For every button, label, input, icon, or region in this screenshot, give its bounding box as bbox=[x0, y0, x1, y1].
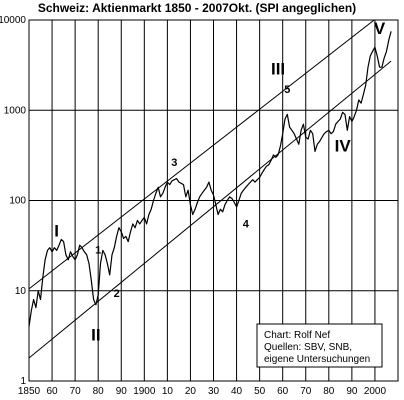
wave-label: 1 bbox=[95, 244, 101, 256]
x-tick-label: 60 bbox=[47, 386, 59, 397]
x-tick-label: 1850 bbox=[18, 386, 41, 397]
channel-upper-line bbox=[29, 20, 375, 290]
series-line bbox=[29, 31, 392, 327]
trend-channel bbox=[29, 20, 392, 359]
wave-label: 2 bbox=[114, 288, 120, 300]
x-tick-label: 1900 bbox=[133, 386, 156, 397]
x-axis-labels: 1850 60 70 80 90 1900 10 20 30 40 50 60 70 80 90 2000 bbox=[18, 386, 387, 397]
chart-title: Schweiz: Aktienmarkt 1850 - 2007Okt. (SP… bbox=[38, 1, 356, 15]
wave-label: III bbox=[271, 59, 285, 78]
source-note: Chart: Rolf Nef Quellen: SBV, SNB, eigen… bbox=[256, 323, 383, 368]
x-tick-label: 60 bbox=[277, 386, 289, 397]
source-note-box bbox=[256, 323, 383, 368]
x-tick-label: 40 bbox=[231, 386, 243, 397]
x-tick-label: 90 bbox=[116, 386, 128, 397]
x-tick-label: 90 bbox=[346, 386, 358, 397]
y-tick-label: 1 bbox=[20, 376, 26, 387]
x-tick-label: 80 bbox=[323, 386, 335, 397]
y-axis-labels: 10000 1000 100 10 1 bbox=[0, 15, 26, 387]
x-tick-label: 50 bbox=[254, 386, 266, 397]
wave-label: V bbox=[374, 19, 386, 38]
y-tick-label: 10 bbox=[15, 286, 27, 297]
annotations: I 1 II 2 3 4 III 5 IV V bbox=[54, 19, 386, 345]
source-note-line-1: Chart: Rolf Nef bbox=[264, 330, 330, 341]
x-tick-label: 30 bbox=[208, 386, 220, 397]
source-note-line-2: Quellen: SBV, SNB, bbox=[264, 342, 352, 353]
x-tick-label: 70 bbox=[300, 386, 312, 397]
wave-label: I bbox=[54, 221, 59, 240]
y-tick-label: 10000 bbox=[0, 15, 26, 26]
grid bbox=[28, 19, 399, 382]
wave-label: IV bbox=[335, 136, 352, 155]
wave-label: II bbox=[91, 326, 100, 345]
y-tick-label: 100 bbox=[9, 196, 26, 207]
wave-label: 5 bbox=[284, 84, 290, 96]
x-tick-label: 70 bbox=[70, 386, 82, 397]
wave-label: 3 bbox=[171, 157, 177, 169]
series bbox=[29, 31, 392, 327]
channel-lower-line bbox=[29, 60, 392, 359]
x-tick-label: 2000 bbox=[364, 386, 387, 397]
x-tick-label: 80 bbox=[93, 386, 105, 397]
wave-label: 4 bbox=[243, 219, 250, 231]
x-tick-label: 20 bbox=[185, 386, 197, 397]
x-tick-label: 10 bbox=[162, 386, 174, 397]
y-tick-label: 1000 bbox=[4, 105, 27, 116]
source-note-line-3: eigene Untersuchungen bbox=[264, 354, 370, 365]
